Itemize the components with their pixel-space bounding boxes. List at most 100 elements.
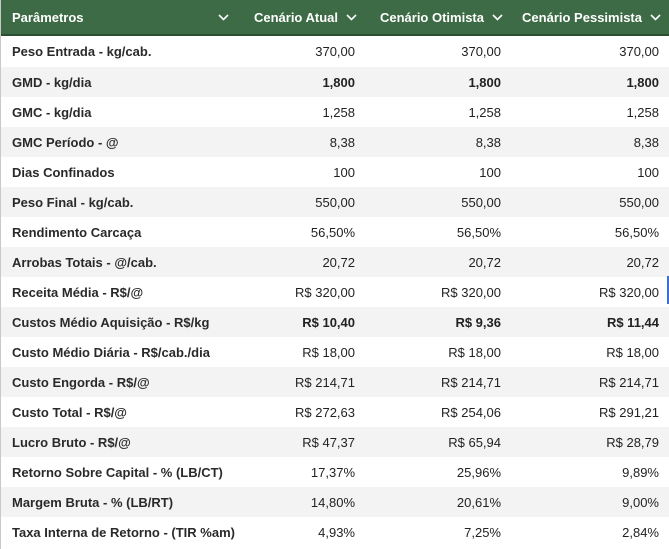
row-label[interactable]: Custos Médio Aquisição - R$/kg <box>12 314 210 330</box>
cell-cenario-pessimista[interactable]: 2,84% <box>622 524 659 540</box>
cell-cenario-atual[interactable]: R$ 214,71 <box>295 374 355 390</box>
column-header-parametros[interactable]: Parâmetros <box>1 0 237 34</box>
selection-edge-marker <box>667 276 669 304</box>
row-label[interactable]: Custo Médio Diária - R$/cab./dia <box>12 344 210 360</box>
cell-cenario-otimista[interactable]: R$ 214,71 <box>441 374 501 390</box>
table-row[interactable]: Dias Confinados 100 100 100 <box>1 157 669 187</box>
table-row[interactable]: Margem Bruta - % (LB/RT) 14,80% 20,61% 9,00… <box>1 487 669 517</box>
column-header-label: Cenário Atual <box>253 9 338 25</box>
cell-cenario-atual[interactable]: 1,800 <box>322 74 355 90</box>
cell-cenario-atual[interactable]: 550,00 <box>315 194 355 210</box>
cell-cenario-pessimista[interactable]: R$ 320,00 <box>599 284 659 300</box>
cell-cenario-atual[interactable]: 14,80% <box>310 494 355 510</box>
cell-cenario-otimista[interactable]: 20,72 <box>468 254 501 270</box>
table-row[interactable]: Arrobas Totais - @/cab. 20,72 20,72 20,72 <box>1 247 669 277</box>
row-label[interactable]: Peso Entrada - kg/cab. <box>12 44 152 59</box>
column-header-cenario-pessimista[interactable]: Cenário Pessimista <box>509 0 669 34</box>
row-label[interactable]: Rendimento Carcaça <box>12 224 142 240</box>
row-label[interactable]: Margem Bruta - % (LB/RT) <box>12 494 174 510</box>
cell-cenario-otimista[interactable]: 550,00 <box>461 194 501 210</box>
cell-cenario-pessimista[interactable]: 1,258 <box>626 104 659 120</box>
cell-cenario-atual[interactable]: 17,37% <box>310 464 355 480</box>
row-label[interactable]: GMC - kg/dia <box>12 104 92 120</box>
column-header-label: Parâmetros <box>12 9 84 25</box>
cell-cenario-pessimista[interactable]: R$ 28,79 <box>606 434 659 450</box>
table-row[interactable]: Custo Engorda - R$/@ R$ 214,71 R$ 214,71 R$… <box>1 367 669 397</box>
row-label[interactable]: Dias Confinados <box>12 164 115 180</box>
cell-cenario-otimista[interactable]: 8,38 <box>475 134 501 150</box>
table-row[interactable]: Retorno Sobre Capital - % (LB/CT) 17,37% 2… <box>1 457 669 487</box>
table-row[interactable]: Receita Média - R$/@ R$ 320,00 R$ 320,00 R$… <box>1 277 669 307</box>
table-row[interactable]: Custo Total - R$/@ R$ 272,63 R$ 254,06 R$ 2… <box>1 397 669 427</box>
row-label[interactable]: Lucro Bruto - R$/@ <box>12 434 131 450</box>
cell-cenario-atual[interactable]: 370,00 <box>315 44 355 59</box>
cell-cenario-atual[interactable]: 1,258 <box>322 104 355 120</box>
cell-cenario-pessimista[interactable]: 100 <box>637 164 659 180</box>
cell-cenario-otimista[interactable]: 56,50% <box>456 224 501 240</box>
cell-cenario-otimista[interactable]: 100 <box>479 164 501 180</box>
cell-cenario-pessimista[interactable]: 20,72 <box>626 254 659 270</box>
cell-cenario-otimista[interactable]: 1,258 <box>468 104 501 120</box>
cell-cenario-atual[interactable]: R$ 272,63 <box>295 404 355 420</box>
cell-cenario-pessimista[interactable]: 370,00 <box>619 44 659 59</box>
row-label[interactable]: GMC Período - @ <box>12 134 119 150</box>
cell-cenario-pessimista[interactable]: R$ 291,21 <box>599 404 659 420</box>
cell-cenario-otimista[interactable]: 25,96% <box>456 464 501 480</box>
table-row[interactable]: Rendimento Carcaça 56,50% 56,50% 56,50% <box>1 217 669 247</box>
cell-cenario-atual[interactable]: R$ 320,00 <box>295 284 355 300</box>
table-row[interactable]: GMC Período - @ 8,38 8,38 8,38 <box>1 127 669 157</box>
cell-cenario-atual[interactable]: R$ 18,00 <box>302 344 355 360</box>
cell-cenario-atual[interactable]: R$ 10,40 <box>302 314 355 330</box>
cell-cenario-otimista[interactable]: 7,25% <box>464 524 501 540</box>
cell-cenario-pessimista[interactable]: 1,800 <box>626 74 659 90</box>
cell-cenario-otimista[interactable]: R$ 9,36 <box>455 314 501 330</box>
column-header-label: Cenário Pessimista <box>522 9 642 25</box>
chevron-down-icon[interactable] <box>492 13 503 21</box>
chevron-down-icon[interactable] <box>346 13 357 21</box>
cell-cenario-atual[interactable]: 4,93% <box>318 524 355 540</box>
cell-cenario-otimista[interactable]: 370,00 <box>461 44 501 59</box>
chevron-down-icon[interactable] <box>650 13 661 21</box>
row-label[interactable]: Peso Final - kg/cab. <box>12 194 134 210</box>
cell-cenario-pessimista[interactable]: R$ 214,71 <box>599 374 659 390</box>
table-row[interactable]: Peso Final - kg/cab. 550,00 550,00 550,00 <box>1 187 669 217</box>
table-row[interactable]: GMD - kg/dia 1,800 1,800 1,800 <box>1 67 669 97</box>
row-label[interactable]: Receita Média - R$/@ <box>12 284 144 300</box>
table-row[interactable]: Lucro Bruto - R$/@ R$ 47,37 R$ 65,94 R$ 28,… <box>1 427 669 457</box>
table-row[interactable]: GMC - kg/dia 1,258 1,258 1,258 <box>1 97 669 127</box>
cell-cenario-atual[interactable]: 8,38 <box>329 134 355 150</box>
cell-cenario-pessimista[interactable]: 9,89% <box>622 464 659 480</box>
row-label[interactable]: Retorno Sobre Capital - % (LB/CT) <box>12 464 223 480</box>
cell-cenario-pessimista[interactable]: 9,00% <box>622 494 659 510</box>
cell-cenario-otimista[interactable]: 1,800 <box>468 74 501 90</box>
cell-cenario-otimista[interactable]: R$ 254,06 <box>441 404 501 420</box>
column-header-label: Cenário Otimista <box>379 9 484 25</box>
table-row[interactable]: Custos Médio Aquisição - R$/kg R$ 10,40 R$… <box>1 307 669 337</box>
chevron-down-icon[interactable] <box>218 13 229 21</box>
cell-cenario-pessimista[interactable]: 8,38 <box>633 134 659 150</box>
cell-cenario-atual[interactable]: 100 <box>333 164 355 180</box>
cell-cenario-otimista[interactable]: 20,61% <box>456 494 501 510</box>
row-label[interactable]: Custo Total - R$/@ <box>12 404 127 420</box>
table-row[interactable]: Peso Entrada - kg/cab. 370,00 370,00 370,00 <box>1 36 669 67</box>
row-label[interactable]: GMD - kg/dia <box>12 74 92 90</box>
cell-cenario-otimista[interactable]: R$ 65,94 <box>448 434 501 450</box>
row-label[interactable]: Taxa Interna de Retorno - (TIR %am) <box>12 524 235 540</box>
table-row[interactable]: Custo Médio Diária - R$/cab./dia R$ 18,00… <box>1 337 669 367</box>
column-header-cenario-atual[interactable]: Cenário Atual <box>237 0 363 34</box>
row-label[interactable]: Arrobas Totais - @/cab. <box>12 254 157 270</box>
cell-cenario-pessimista[interactable]: R$ 18,00 <box>606 344 659 360</box>
table-row[interactable]: Taxa Interna de Retorno - (TIR %am) 4,93%… <box>1 517 669 547</box>
cell-cenario-pessimista[interactable]: 550,00 <box>619 194 659 210</box>
cell-cenario-otimista[interactable]: R$ 18,00 <box>448 344 501 360</box>
column-header-cenario-otimista[interactable]: Cenário Otimista <box>363 0 509 34</box>
cell-cenario-pessimista[interactable]: 56,50% <box>614 224 659 240</box>
cell-cenario-pessimista[interactable]: R$ 11,44 <box>606 314 659 330</box>
cell-cenario-atual[interactable]: R$ 47,37 <box>302 434 355 450</box>
table-body: Peso Entrada - kg/cab. 370,00 370,00 370,00… <box>1 36 669 547</box>
cell-cenario-atual[interactable]: 20,72 <box>322 254 355 270</box>
row-label[interactable]: Custo Engorda - R$/@ <box>12 374 150 390</box>
cell-cenario-atual[interactable]: 56,50% <box>310 224 355 240</box>
cell-cenario-otimista[interactable]: R$ 320,00 <box>441 284 501 300</box>
